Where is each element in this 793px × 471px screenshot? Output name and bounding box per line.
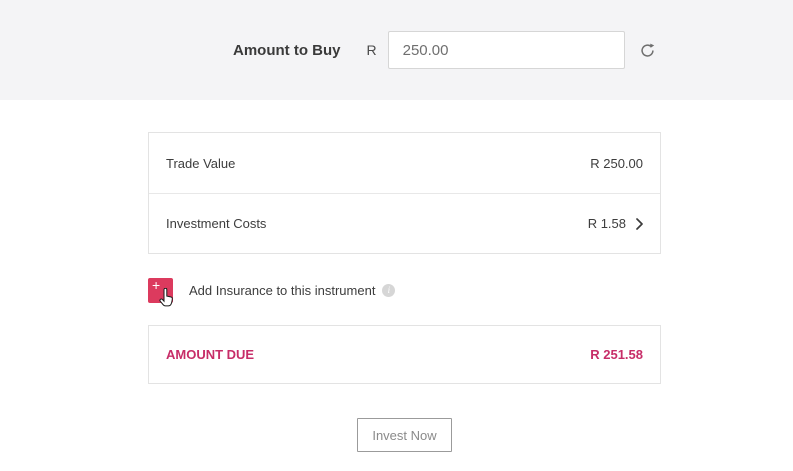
trade-value-label: Trade Value: [166, 155, 236, 171]
amount-header: Amount to Buy R: [0, 0, 793, 100]
trade-value-amount: R 250.00: [590, 155, 643, 171]
trade-value-row: Trade Value R 250.00: [149, 133, 660, 193]
refresh-icon-glyph: [641, 43, 655, 57]
amount-due-value: R 251.58: [590, 347, 643, 362]
amount-to-buy-label: Amount to Buy: [233, 41, 341, 59]
add-insurance-label: Add Insurance to this instrument: [189, 283, 376, 298]
add-insurance-checkbox[interactable]: +: [148, 277, 173, 307]
refresh-icon[interactable]: [638, 40, 658, 60]
add-insurance-row: + Add Insurance to this instrument i: [148, 277, 661, 307]
amount-input[interactable]: [387, 31, 625, 69]
amount-input-group: Amount to Buy R: [233, 31, 658, 69]
plus-icon: +: [152, 277, 161, 293]
currency-prefix: R: [366, 42, 377, 58]
investment-costs-row[interactable]: Investment Costs R 1.58: [149, 193, 660, 253]
investment-costs-value-group: R 1.58: [588, 216, 643, 231]
chevron-right-icon[interactable]: [636, 217, 643, 230]
trade-summary-box: Trade Value R 250.00 Investment Costs R …: [148, 132, 661, 254]
trade-summary-content: Trade Value R 250.00 Investment Costs R …: [148, 132, 661, 452]
invest-now-button[interactable]: Invest Now: [357, 418, 452, 452]
amount-due-box: AMOUNT DUE R 251.58: [148, 325, 661, 384]
hand-pointer-cursor-icon: [159, 288, 173, 307]
investment-costs-label: Investment Costs: [166, 216, 267, 231]
info-icon[interactable]: i: [382, 284, 396, 297]
investment-costs-amount: R 1.58: [587, 216, 626, 231]
amount-due-label: AMOUNT DUE: [166, 347, 255, 362]
